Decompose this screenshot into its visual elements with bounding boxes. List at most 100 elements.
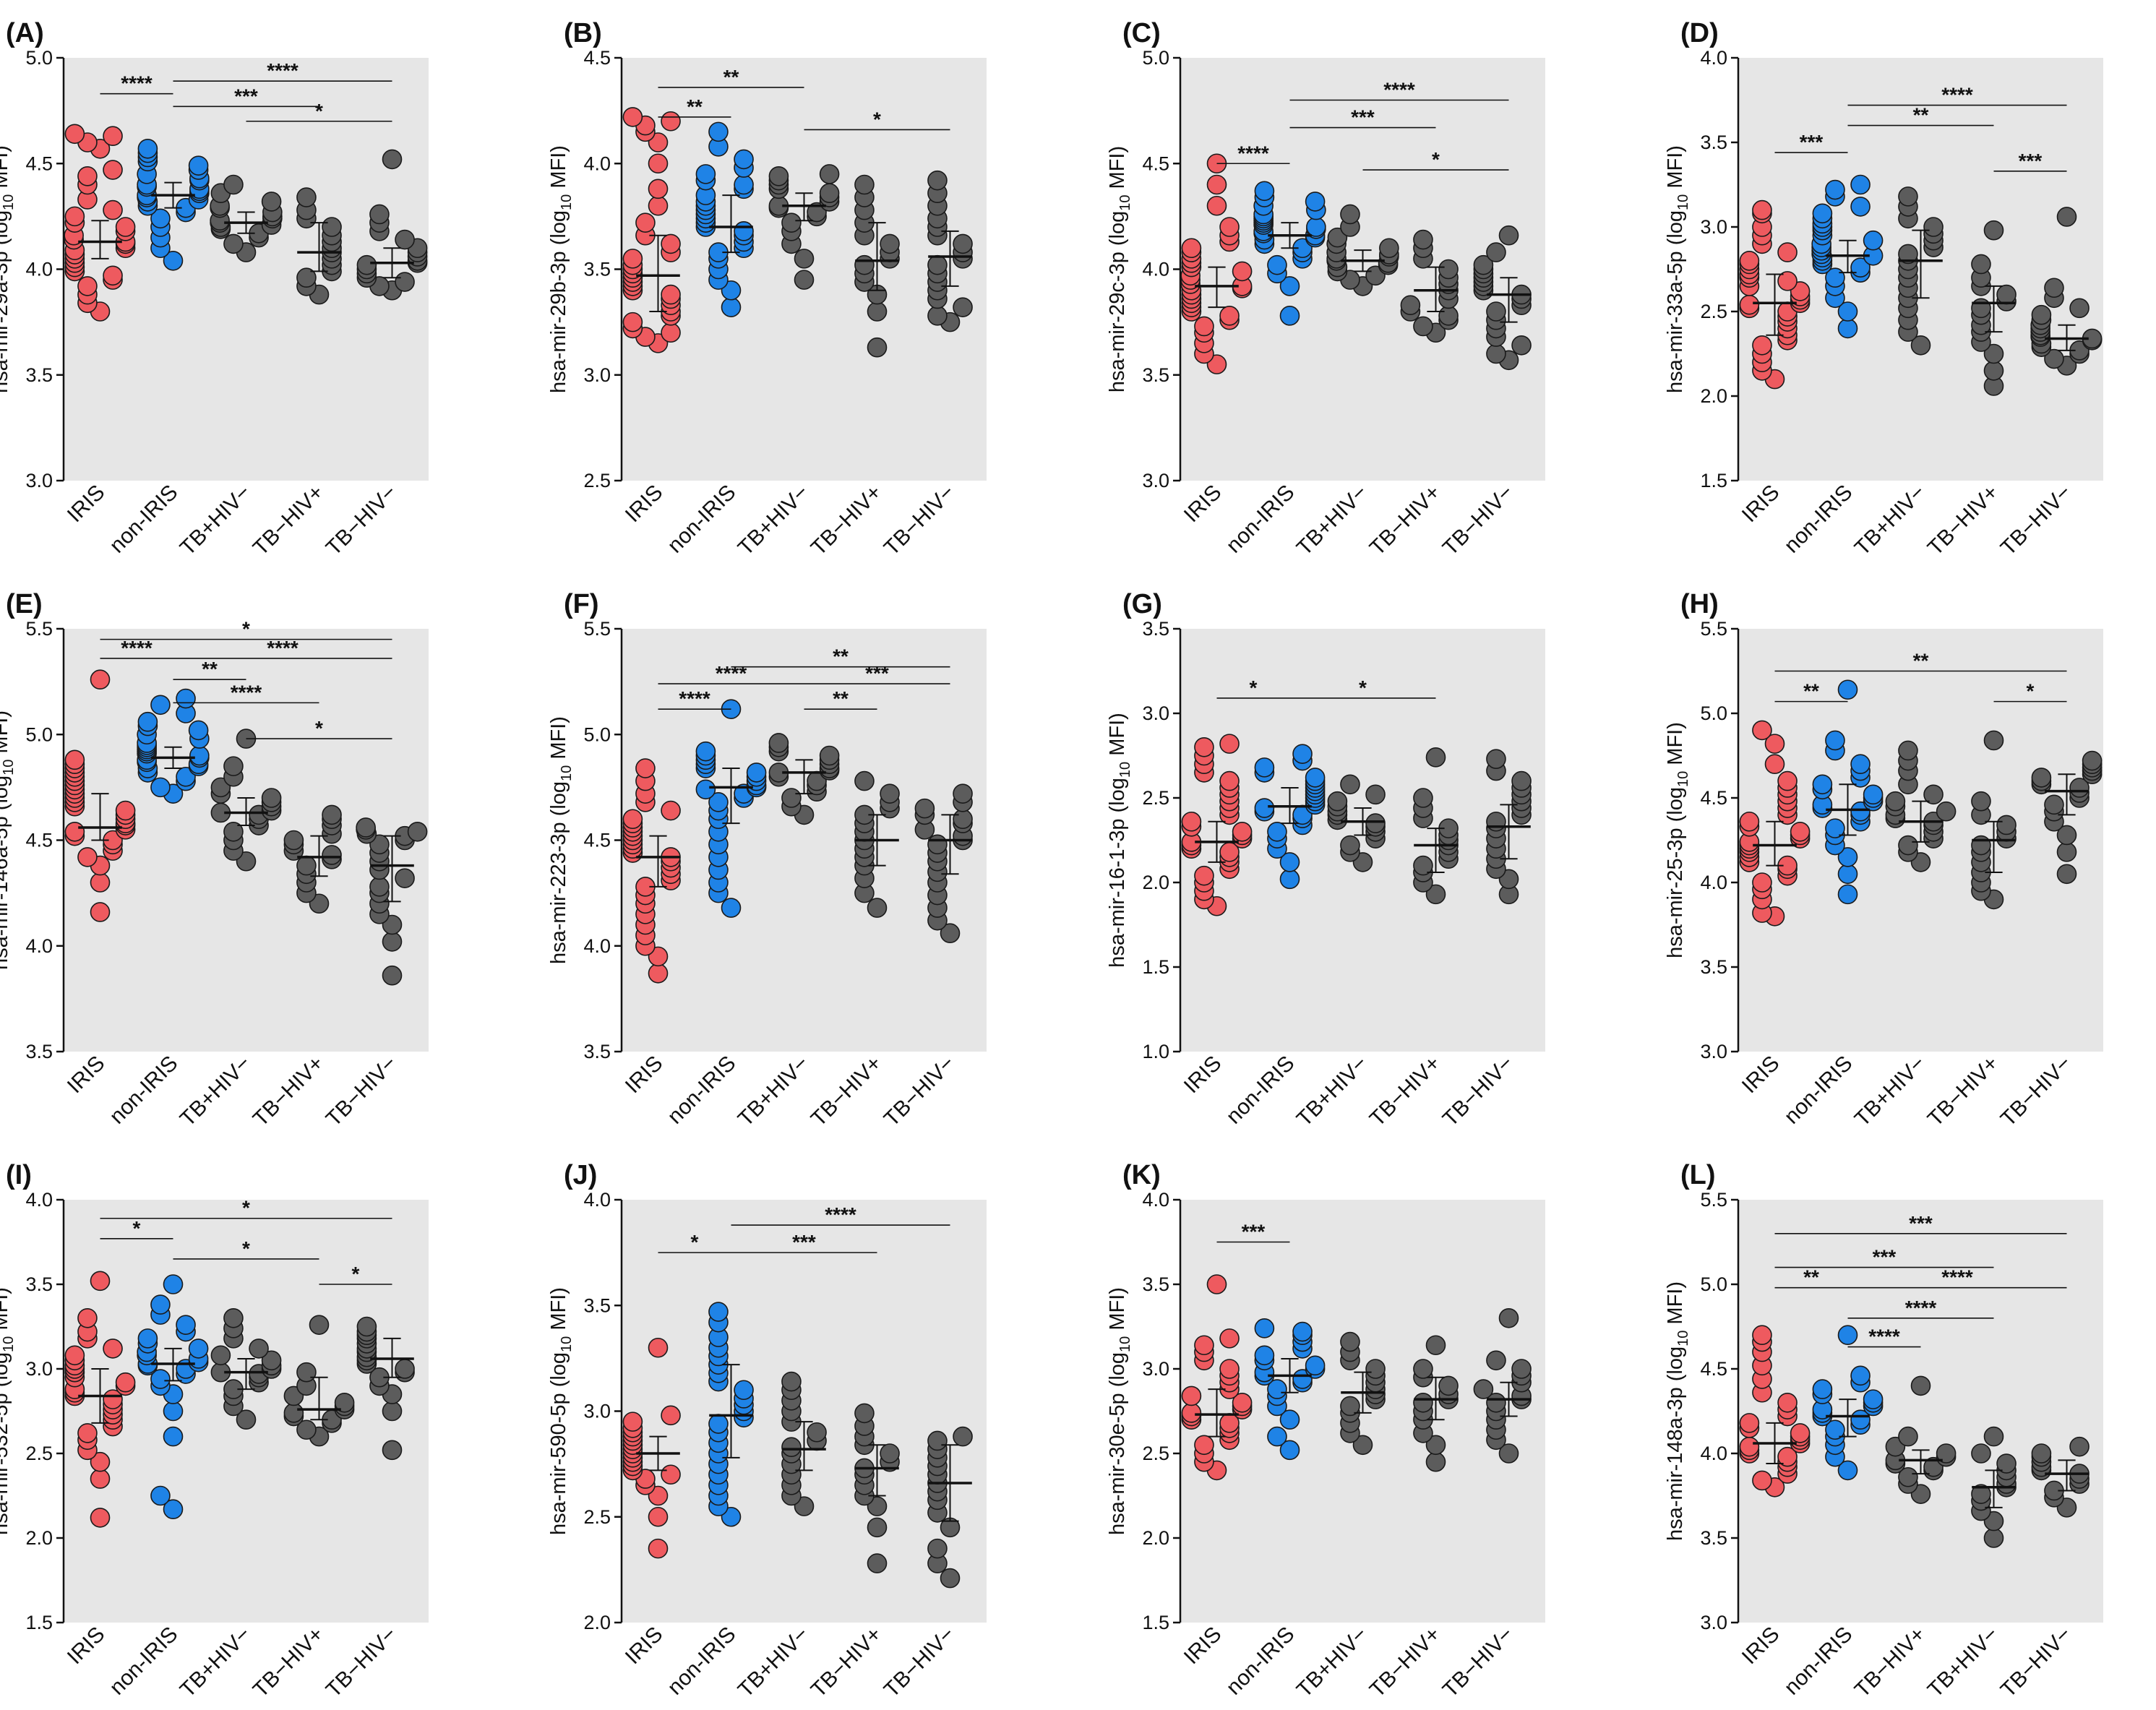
y-tick-label: 4.5	[583, 47, 611, 69]
data-point	[1996, 1453, 2017, 1474]
panel-label: (I)	[6, 1160, 32, 1190]
y-axis-title: hsa-mir-16-1-3p (log10 MFI)	[1106, 713, 1133, 968]
data-point	[1996, 284, 2017, 305]
category-label: IRIS	[1738, 1052, 1785, 1099]
category-label: TB−HIV−	[1996, 1052, 2076, 1132]
data-point	[1181, 1385, 1202, 1406]
data-point	[64, 206, 85, 227]
plot-area	[1738, 1200, 2103, 1623]
y-axis-title-main: hsa-mir-29c-3p (log	[1106, 211, 1129, 392]
data-point	[1279, 869, 1300, 890]
significance-label: ****	[267, 637, 299, 659]
data-point	[283, 830, 304, 851]
data-point	[1936, 801, 1957, 822]
data-point	[1752, 720, 1772, 741]
data-point	[1340, 774, 1360, 795]
data-point	[1254, 798, 1275, 818]
data-point	[1971, 1443, 1991, 1464]
significance-label: *	[315, 717, 323, 739]
y-axis-title-subscript: 10	[1117, 194, 1133, 210]
category-label: non-IRIS	[105, 1052, 182, 1129]
data-point	[1267, 1379, 1287, 1399]
data-point	[1777, 1446, 1798, 1467]
data-point	[1279, 276, 1300, 296]
data-point	[2056, 825, 2077, 846]
data-point	[90, 1271, 111, 1292]
category-label: TB+HIV−	[1923, 1623, 2003, 1703]
panel-label: (E)	[6, 589, 43, 619]
data-point	[1971, 1484, 1991, 1504]
data-point	[283, 1403, 304, 1423]
y-tick-label: 1.5	[25, 1612, 53, 1633]
category-label: non-IRIS	[663, 1623, 740, 1700]
panel-label: (A)	[6, 18, 44, 48]
data-point	[768, 733, 789, 753]
data-point	[1910, 335, 1931, 356]
data-point	[661, 233, 681, 254]
significance-label: ****	[1868, 1326, 1900, 1348]
data-point	[334, 1393, 355, 1413]
data-point	[854, 174, 875, 195]
data-point	[1983, 220, 2004, 241]
y-tick-label: 3.5	[1700, 956, 1727, 978]
data-point	[90, 669, 111, 690]
data-point	[1777, 770, 1798, 791]
data-point	[880, 1443, 900, 1464]
data-point	[622, 1412, 643, 1432]
data-point	[223, 233, 244, 254]
data-point	[236, 1409, 257, 1430]
y-tick-label: 5.0	[1700, 1273, 1727, 1295]
category-label: TB−HIV+	[1365, 481, 1446, 561]
y-axis-title-end: MFI)	[1664, 1281, 1687, 1331]
y-tick-label: 5.0	[25, 723, 53, 745]
category-label: TB+HIV−	[734, 1052, 814, 1132]
significance-label: ***	[2019, 150, 2043, 172]
y-axis-title-subscript: 10	[559, 765, 575, 781]
category-label: TB−HIV+	[249, 1623, 329, 1703]
category-label: TB+HIV−	[1292, 1623, 1373, 1703]
significance-label: **	[1913, 650, 1929, 672]
data-point	[1511, 335, 1532, 356]
plot-area	[622, 1200, 987, 1623]
data-point	[734, 1380, 754, 1401]
data-point	[1752, 199, 1772, 220]
y-tick-label: 4.0	[1700, 872, 1727, 893]
data-point	[261, 192, 282, 212]
panel-i: (I) 1.5 2.0 2.5 3.0 3.5 4.0 hsa-mir-532-5p (log…	[0, 1160, 429, 1702]
data-point	[1340, 204, 1360, 225]
data-point	[77, 166, 98, 186]
data-point	[1752, 335, 1772, 356]
y-tick-label: 1.5	[1700, 470, 1727, 491]
data-point	[163, 1274, 184, 1294]
data-point	[781, 212, 802, 233]
y-axis-title: hsa-mir-29b-3p (log10 MFI)	[547, 145, 575, 393]
category-label: IRIS	[1180, 1052, 1227, 1099]
y-tick-label: 3.0	[1700, 216, 1727, 238]
significance-label: *	[133, 1217, 141, 1239]
data-point	[781, 788, 802, 808]
significance-label: **	[687, 95, 703, 118]
panel-label: (H)	[1680, 589, 1719, 619]
data-point	[261, 1350, 282, 1371]
significance-label: ***	[1873, 1246, 1897, 1268]
significance-label: ****	[1905, 1297, 1937, 1319]
data-point	[734, 174, 754, 195]
data-point	[150, 777, 171, 798]
data-point	[395, 1359, 415, 1379]
data-point	[1812, 203, 1833, 224]
panel-label: (J)	[564, 1160, 597, 1190]
data-point	[1219, 734, 1240, 754]
data-point	[880, 233, 900, 254]
significance-label: *	[1359, 676, 1367, 699]
significance-label: *	[691, 1231, 699, 1253]
y-tick-label: 3.5	[25, 1273, 53, 1295]
y-axis-title-subscript: 10	[559, 1336, 575, 1352]
data-point	[2056, 864, 2077, 885]
data-point	[867, 337, 888, 358]
data-point	[1232, 822, 1253, 842]
significance-label: ****	[1237, 142, 1269, 164]
y-tick-label: 2.5	[583, 470, 611, 491]
significance-label: *	[1250, 676, 1258, 699]
data-point	[622, 809, 643, 830]
data-point	[2056, 207, 2077, 227]
